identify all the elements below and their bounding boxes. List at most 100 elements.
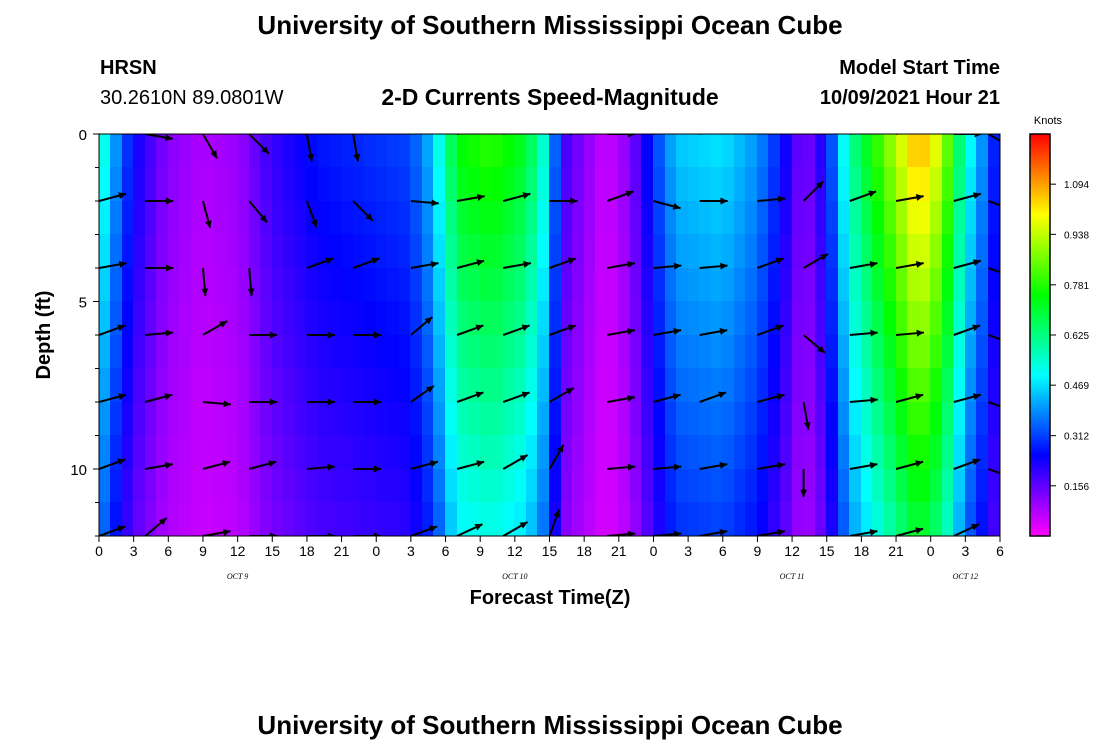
current-vector: [757, 195, 786, 203]
heatmap-cell: [168, 234, 181, 269]
heatmap-cell: [953, 502, 967, 536]
heatmap-cell: [584, 469, 597, 504]
heatmap-cell: [757, 368, 770, 403]
heatmap-cell: [491, 502, 505, 536]
heatmap-cell: [861, 435, 874, 470]
heatmap-cell: [214, 301, 228, 336]
heatmap-cell: [745, 402, 759, 437]
heatmap-cell: [780, 469, 794, 504]
heatmap-cell: [803, 134, 817, 169]
current-vector: [607, 463, 636, 471]
current-vector: [249, 398, 278, 406]
heatmap-cell: [480, 201, 493, 236]
heatmap-cell: [757, 469, 770, 504]
heatmap-cell: [942, 134, 955, 169]
heatmap-cell: [410, 469, 424, 504]
heatmap-cell: [861, 134, 874, 169]
x-tick-label: 9: [476, 543, 484, 559]
heatmap-cell: [699, 167, 713, 202]
heatmap-cell: [953, 368, 967, 403]
heatmap-cell: [191, 368, 204, 403]
heatmap-cell: [572, 201, 586, 236]
heatmap-cell: [907, 402, 921, 437]
current-vector: [201, 200, 212, 229]
heatmap-cell: [514, 335, 528, 370]
heatmap-cell: [445, 234, 459, 269]
heatmap-cell: [457, 502, 470, 536]
heatmap-cell: [976, 234, 990, 269]
heatmap-cell: [930, 201, 944, 236]
heatmap-cell: [607, 201, 620, 236]
heatmap-cell: [688, 201, 701, 236]
x-tick-label: 3: [130, 543, 138, 559]
heatmap-cell: [226, 234, 239, 269]
heatmap-cell: [896, 435, 909, 470]
heatmap-cell: [919, 469, 932, 504]
heatmap-cell: [676, 201, 690, 236]
heatmap-cell: [976, 402, 990, 437]
current-vector: [144, 517, 168, 536]
current-vector: [548, 444, 565, 470]
heatmap-cell: [988, 234, 1000, 269]
heatmap-cell: [410, 134, 424, 169]
current-vector: [352, 200, 374, 222]
heatmap-cell: [745, 134, 759, 169]
heatmap-cell: [757, 268, 770, 303]
heatmap-cell: [849, 134, 863, 169]
heatmap-cell: [653, 167, 667, 202]
heatmap-cell: [526, 435, 539, 470]
heatmap-cell: [653, 435, 667, 470]
heatmap-cell: [942, 301, 955, 336]
heatmap-cell: [919, 134, 932, 169]
heatmap-cell: [792, 134, 805, 169]
heatmap-cell: [202, 134, 216, 169]
heatmap-cell: [537, 234, 551, 269]
heatmap-cell: [99, 368, 112, 403]
current-vector: [849, 461, 878, 470]
heatmap-cell: [526, 368, 539, 403]
heatmap-cell: [306, 402, 320, 437]
heatmap-cell: [549, 268, 563, 303]
heatmap-cell: [630, 134, 643, 169]
heatmap-cell: [722, 368, 736, 403]
heatmap-cell: [641, 301, 655, 336]
heatmap-cell: [907, 268, 921, 303]
heatmap-cell: [237, 301, 251, 336]
heatmap-cell: [526, 469, 539, 504]
heatmap-cell: [722, 234, 736, 269]
heatmap-cell: [676, 268, 690, 303]
heatmap-cell: [803, 368, 817, 403]
heatmap-cell: [249, 234, 262, 269]
heatmap-cell: [306, 234, 320, 269]
heatmap-cell: [745, 435, 759, 470]
heatmap-cell: [457, 134, 470, 169]
heatmap-cell: [480, 368, 493, 403]
heatmap-cell: [468, 167, 482, 202]
station-coordinates: 30.2610N 89.0801W: [100, 87, 284, 109]
heatmap-cell: [780, 335, 794, 370]
heatmap-cell: [930, 335, 944, 370]
heatmap-cell: [445, 435, 459, 470]
current-vector: [757, 324, 785, 336]
heatmap-cell: [260, 268, 274, 303]
current-vector: [849, 528, 878, 536]
heatmap-cell: [133, 201, 147, 236]
heatmap-cell: [537, 502, 551, 536]
heatmap-cell: [849, 469, 863, 504]
heatmap-cell: [838, 469, 851, 504]
heatmap-cell: [803, 435, 817, 470]
heatmap-cell: [699, 402, 713, 437]
heatmap-cell: [919, 335, 932, 370]
heatmap-cell: [815, 301, 828, 336]
heatmap-cell: [306, 335, 320, 370]
heatmap-cell: [907, 201, 921, 236]
heatmap-cell: [445, 301, 459, 336]
heatmap-cell: [537, 368, 551, 403]
heatmap-cell: [433, 502, 447, 536]
heatmap-cell: [745, 167, 759, 202]
heatmap-cell: [665, 167, 678, 202]
heatmap-cell: [595, 167, 609, 202]
heatmap-cell: [468, 502, 482, 536]
heatmap-cell: [468, 402, 482, 437]
current-vector: [145, 264, 174, 272]
